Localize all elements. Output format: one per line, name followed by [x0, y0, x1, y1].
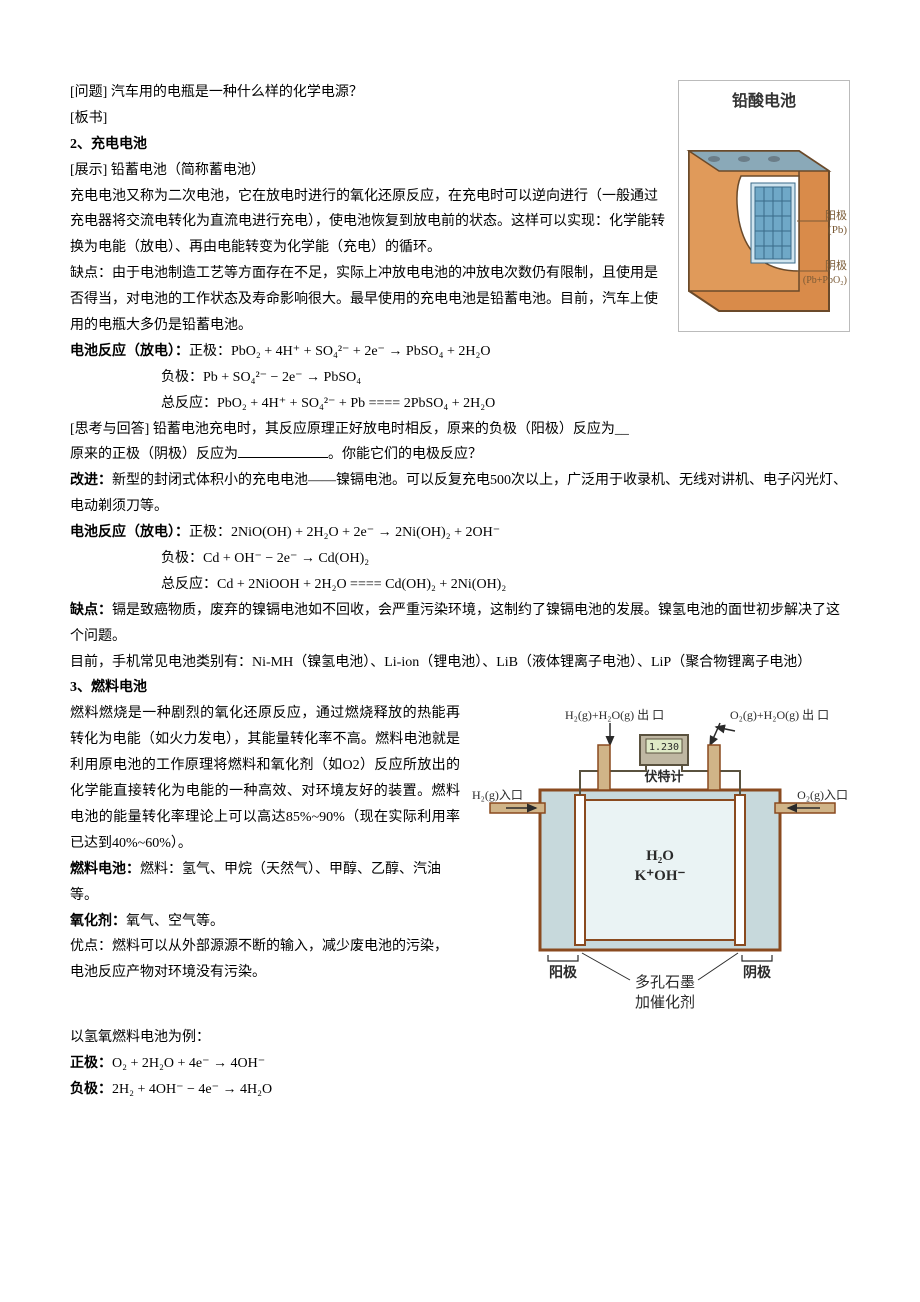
reaction1-tot: 总反应：PbO₂ + 4H⁺ + SO₄²⁻ + Pb ==== 2PbSO₄ …: [70, 391, 850, 417]
fc-inner-koh: K⁺OH⁻: [635, 868, 686, 884]
reaction1-label: 电池反应（放电）：: [70, 344, 189, 359]
cons-line: 缺点：镉是致癌物质，废弃的镍镉电池如不回收，会严重污染环境，这制约了镍镉电池的发…: [70, 598, 850, 650]
reaction3-neg: 2H₂ + 4OH⁻ − 4e⁻ → 4H₂O: [112, 1082, 272, 1097]
battery-figure-title: 铅酸电池: [679, 81, 849, 121]
show-prefix: [展示]: [70, 163, 111, 178]
battery-anode-mat: (Pb): [828, 224, 847, 236]
reaction2-line1: 电池反应（放电）：正极：2NiO(OH) + 2H₂O + 2e⁻ → 2Ni(…: [70, 520, 850, 546]
reaction3-pos-label: 正极：: [70, 1056, 112, 1071]
cons-label: 缺点：: [70, 603, 112, 618]
section-3-title: 3、燃料电池: [70, 675, 850, 701]
oxidizer-text: 氧气、空气等。: [126, 914, 224, 929]
think-prefix: [思考与回答]: [70, 422, 153, 437]
think-part-a: 铅蓄电池充电时，其反应原理正好放电时相反，原来的负极（阳极）反应为__: [153, 422, 629, 437]
question-text: 汽车用的电瓶是一种什么样的化学电源？: [111, 85, 363, 100]
fuel-cell-svg: H₂(g)+H₂O(g) 出 口 O₂(g)+H₂O(g) 出 口 H₂O K⁺…: [470, 705, 850, 1015]
battery-diagram-svg: 阳极 (Pb) 阴极 (Pb+PbO₂): [679, 121, 849, 331]
reaction3-neg-line: 负极：2H₂ + 4OH⁻ − 4e⁻ → 4H₂O: [70, 1077, 850, 1103]
battery-cathode-label: 阴极: [825, 258, 847, 272]
fc-o2-out-label: O₂(g)+H₂O(g) 出 口: [730, 708, 829, 722]
cons-text: 镉是致癌物质，废弃的镍镉电池如不回收，会严重污染环境，这制约了镍镉电池的发展。镍…: [70, 603, 840, 644]
reaction2-label: 电池反应（放电）：: [70, 525, 189, 540]
improve-text: 新型的封闭式体积小的充电电池——镍镉电池。可以反复充电500次以上，广泛用于收录…: [70, 473, 847, 514]
lead-acid-battery-figure: 铅酸电池 阳极 (Pb) 阴极 (Pb+P: [678, 80, 850, 332]
fc-h2-in-label: H₂(g)入口: [472, 788, 523, 802]
fuel-label: 燃料电池：: [70, 862, 140, 877]
fc-o2-in-label: O₂(g)入口: [797, 788, 848, 802]
reaction3-pos-line: 正极：O₂ + 2H₂O + 4e⁻ → 4OH⁻: [70, 1051, 850, 1077]
battery-cathode-mat: (Pb+PbO₂): [803, 275, 847, 286]
think-part-c: 。你能它们的电极反应？: [328, 447, 482, 462]
fc-h2-out-label: H₂(g)+H₂O(g) 出 口: [565, 708, 664, 722]
example-line: 以氢氧燃料电池为例：: [70, 1025, 850, 1051]
reaction2-neg: 负极：Cd + OH⁻ − 2e⁻ → Cd(OH)₂: [70, 546, 850, 572]
fc-anode-label: 阳极: [549, 964, 578, 981]
fc-cathode-label: 阴极: [743, 964, 772, 981]
fill-blank[interactable]: [238, 457, 328, 458]
think-line2: 原来的正极（阴极）反应为 。你能它们的电极反应？: [70, 442, 850, 468]
reaction3-neg-label: 负极：: [70, 1082, 112, 1097]
fc-inner-h2o: H₂O: [646, 848, 674, 864]
fc-porous-label: 多孔石墨: [635, 974, 695, 991]
reaction3-pos: O₂ + 2H₂O + 4e⁻ → 4OH⁻: [112, 1056, 265, 1071]
show-text: 铅蓄电池（简称蓄电池）: [111, 163, 265, 178]
reaction1-neg: 负极：Pb + SO₄²⁻ − 2e⁻ → PbSO₄: [70, 365, 850, 391]
battery-anode-label: 阳极: [825, 208, 847, 222]
reaction2-pos: 正极：2NiO(OH) + 2H₂O + 2e⁻ → 2Ni(OH)₂ + 2O…: [189, 525, 500, 540]
fc-volt-label: 伏特计: [644, 769, 683, 784]
think-line: [思考与回答] 铅蓄电池充电时，其反应原理正好放电时相反，原来的负极（阳极）反应…: [70, 417, 850, 443]
reaction1-pos: 正极：PbO₂ + 4H⁺ + SO₄²⁻ + 2e⁻ → PbSO₄ + 2H…: [189, 344, 491, 359]
fc-catalyst-label: 加催化剂: [635, 994, 695, 1011]
improve-line: 改进：新型的封闭式体积小的充电电池——镍镉电池。可以反复充电500次以上，广泛用…: [70, 468, 850, 520]
improve-label: 改进：: [70, 473, 112, 488]
reaction1-line1: 电池反应（放电）：正极：PbO₂ + 4H⁺ + SO₄²⁻ + 2e⁻ → P…: [70, 339, 850, 365]
reaction2-tot: 总反应：Cd + 2NiOOH + 2H₂O ==== Cd(OH)₂ + 2N…: [70, 572, 850, 598]
question-prefix: [问题]: [70, 85, 111, 100]
fc-volt-reading: 1.230: [649, 742, 679, 753]
oxidizer-label: 氧化剂：: [70, 914, 126, 929]
think-part-b: 原来的正极（阴极）反应为: [70, 447, 238, 462]
phone-battery-line: 目前，手机常见电池类别有：Ni-MH（镍氢电池）、Li-ion（锂电池）、LiB…: [70, 650, 850, 676]
fuel-cell-figure: H₂(g)+H₂O(g) 出 口 O₂(g)+H₂O(g) 出 口 H₂O K⁺…: [470, 705, 850, 1025]
